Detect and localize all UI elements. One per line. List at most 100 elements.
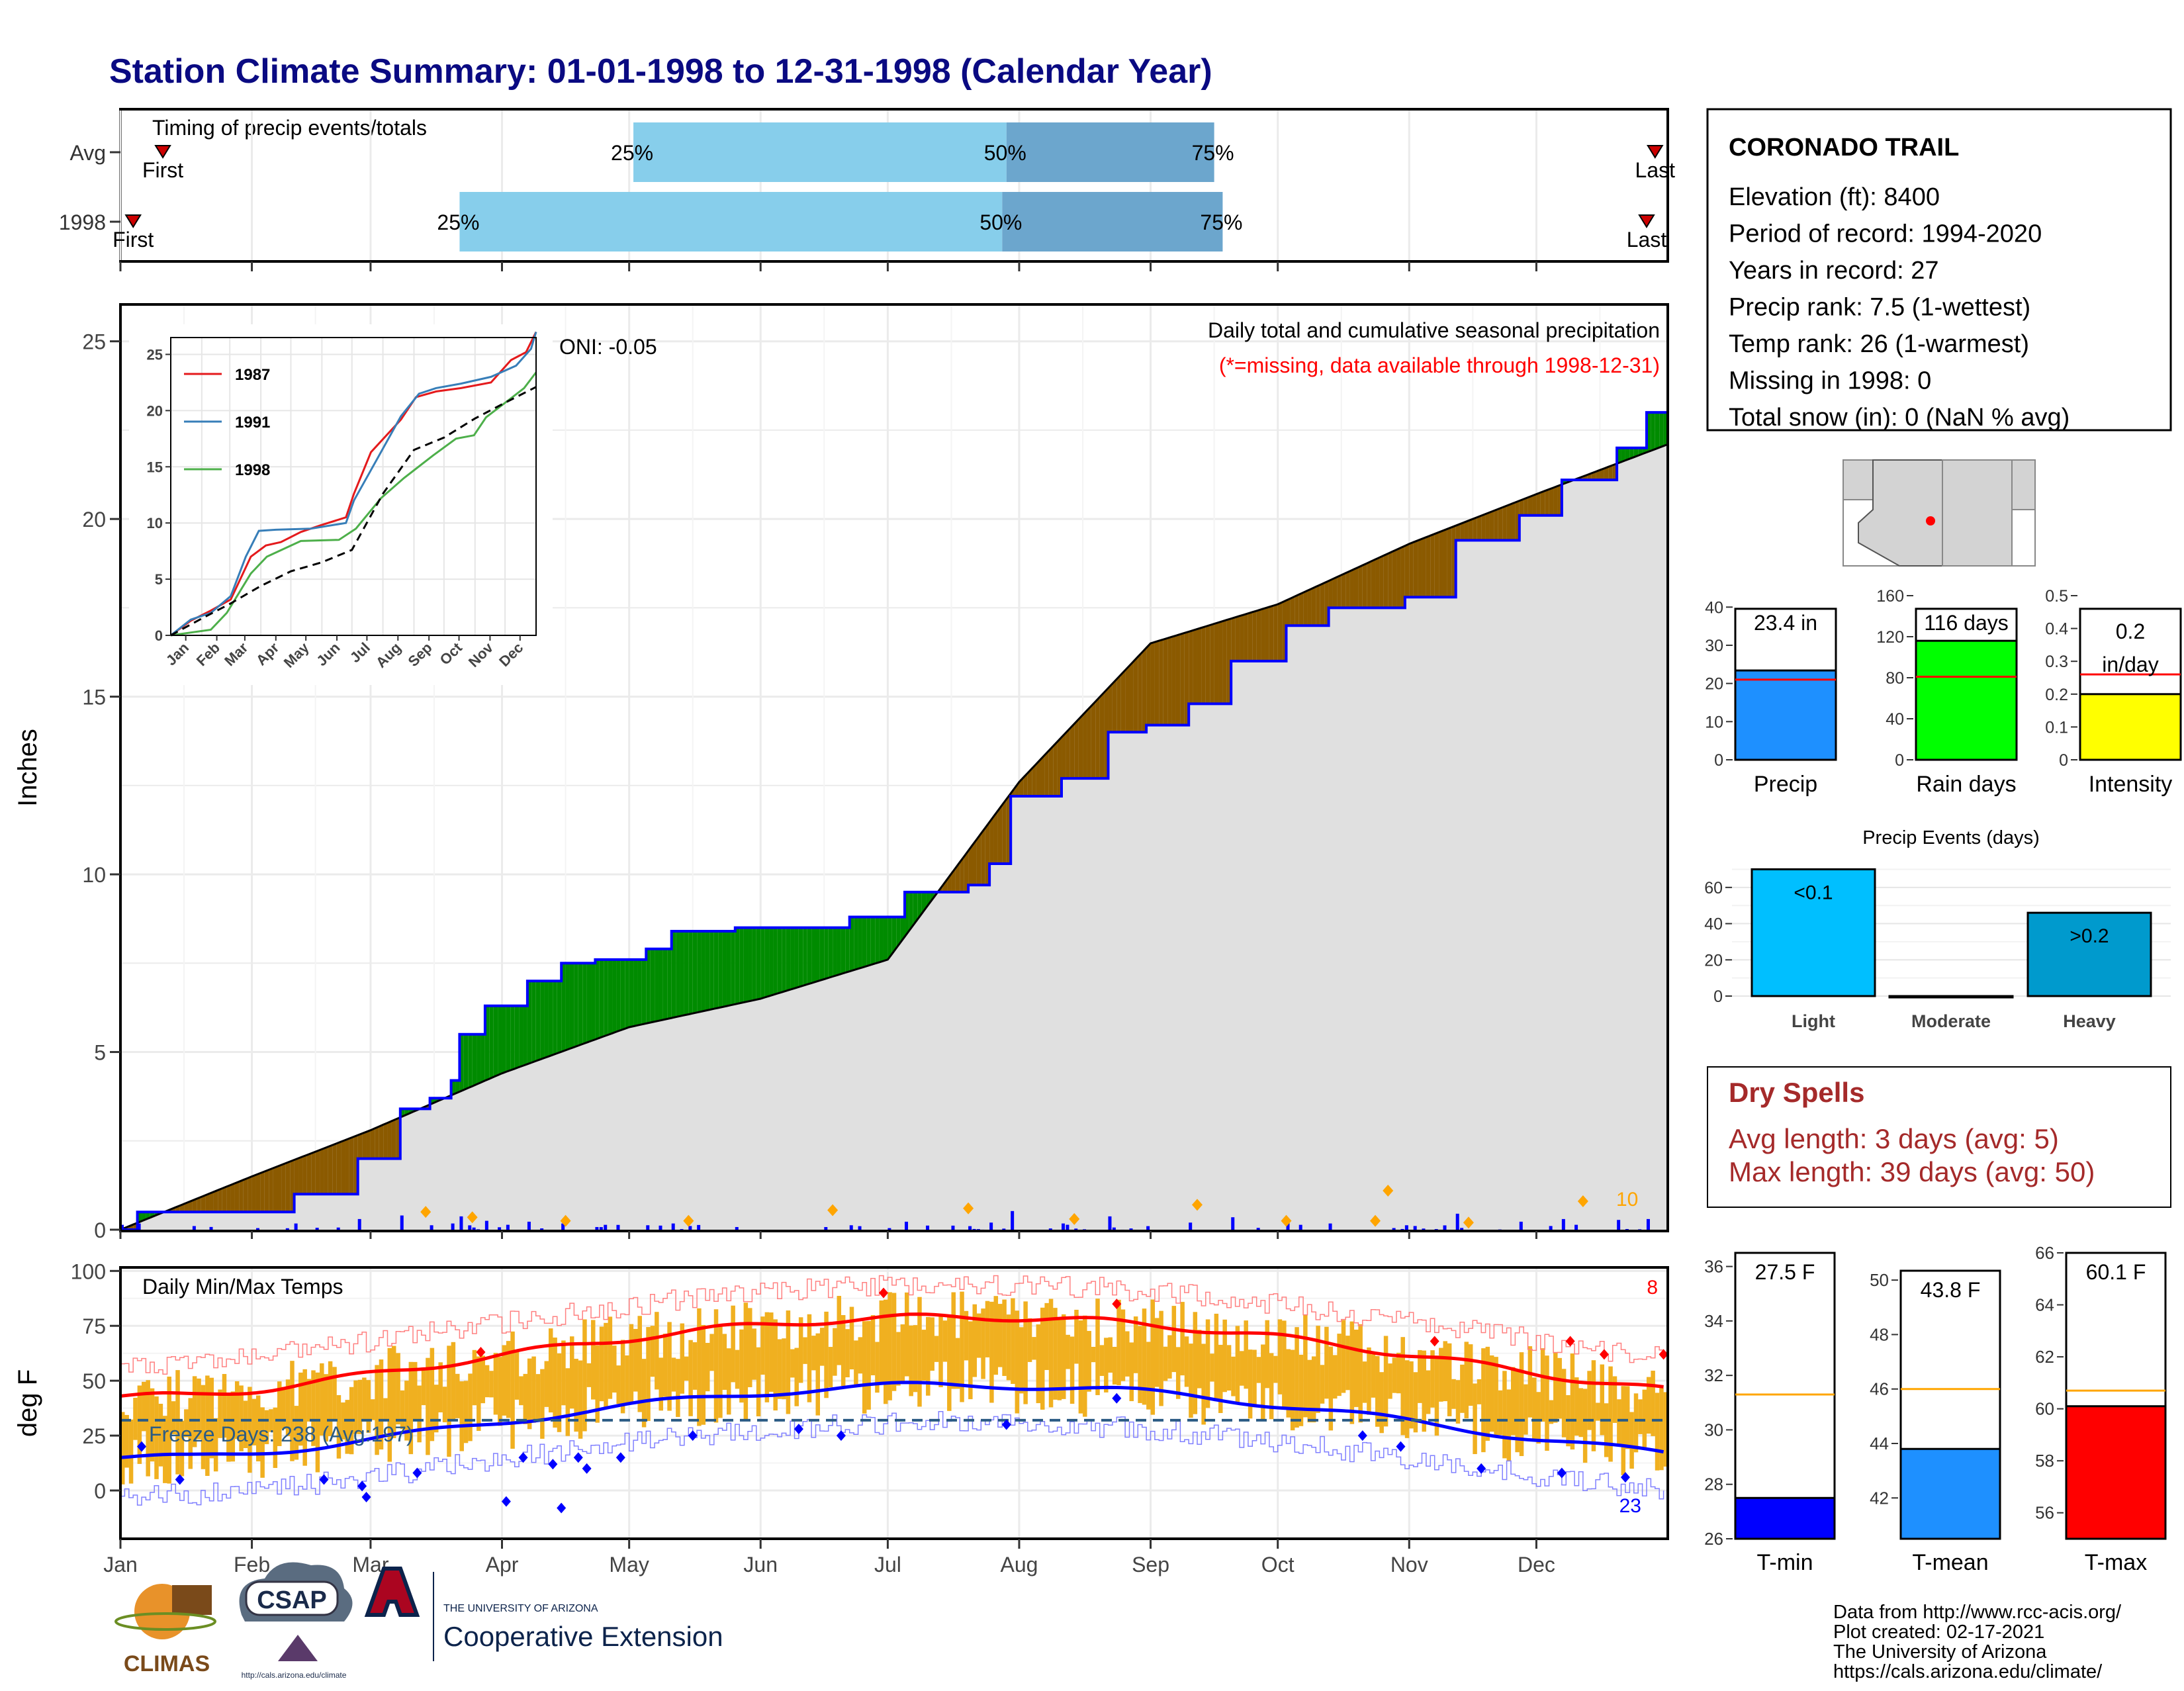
daily-precip-bar: [473, 1228, 476, 1230]
below-average-fill: [1231, 617, 1235, 661]
below-average-fill: [1392, 550, 1396, 608]
tempbar-y-tick-label: 56: [2035, 1503, 2054, 1523]
daily-temp-bar: [422, 1369, 426, 1405]
tempbar-y-tick-label: 32: [1704, 1365, 1723, 1385]
summary-y-tick-label: 0: [1895, 751, 1904, 770]
daily-temp-bar: [1218, 1345, 1223, 1413]
daily-temp-bar: [1342, 1320, 1346, 1393]
daily-temp-bar: [332, 1367, 337, 1419]
below-average-fill: [1316, 585, 1320, 626]
below-average-fill: [1465, 521, 1469, 541]
station-location-marker: [1926, 516, 1935, 526]
below-average-fill: [248, 1176, 251, 1212]
daily-temp-bar: [938, 1315, 943, 1387]
daily-precip-bar: [1062, 1224, 1065, 1230]
daily-temp-bar: [998, 1304, 1003, 1367]
below-average-fill: [1125, 666, 1129, 732]
below-average-fill: [1193, 629, 1197, 704]
below-average-fill: [1524, 498, 1527, 516]
tempbar-y-tick-label: 62: [2035, 1347, 2054, 1367]
daily-temp-bar: [1261, 1344, 1265, 1420]
daily-temp-bar: [1524, 1385, 1528, 1435]
daily-precip-bar: [477, 1229, 480, 1230]
above-average-fill: [739, 928, 743, 1003]
daily-temp-bar: [765, 1312, 770, 1402]
daily-temp-bar: [684, 1357, 689, 1381]
daily-temp-bar: [1151, 1299, 1156, 1414]
daily-temp-bar: [892, 1293, 897, 1391]
daily-precip-bar: [1574, 1225, 1578, 1230]
daily-precip-bar: [1422, 1228, 1425, 1230]
daily-temp-bar: [1091, 1347, 1096, 1362]
temp-y-tick-label: 50: [82, 1369, 106, 1393]
precip-y-tick-label: 10: [82, 863, 106, 887]
below-average-fill: [1053, 742, 1057, 796]
daily-temp-bar: [1583, 1389, 1588, 1463]
daily-precip-bar: [1189, 1222, 1192, 1230]
above-average-fill: [807, 928, 811, 985]
daily-precip-bar: [595, 1227, 598, 1230]
daily-precip-bar: [316, 1228, 319, 1230]
summary-y-tick-label: 0.3: [2045, 653, 2068, 671]
daily-temp-bar: [133, 1398, 138, 1440]
daily-temp-bar: [1375, 1356, 1380, 1427]
daily-temp-bar: [1011, 1299, 1015, 1384]
timing-q50-label: 50%: [979, 210, 1022, 234]
below-average-fill: [1291, 596, 1295, 625]
below-average-fill: [1222, 620, 1226, 704]
precip-y-tick-label: 20: [82, 508, 106, 531]
tempbar-name: T-max: [2085, 1550, 2147, 1575]
daily-temp-bar: [1176, 1347, 1181, 1398]
below-average-fill: [1108, 684, 1112, 732]
summary-y-tick-label: 40: [1886, 710, 1904, 729]
below-average-fill: [1002, 799, 1006, 864]
tempbar-y-tick-label: 42: [1870, 1488, 1889, 1508]
daily-precip-bar: [1625, 1229, 1629, 1230]
daily-temp-bar: [922, 1330, 927, 1381]
below-average-fill: [1511, 502, 1515, 540]
temp-y-tick-label: 0: [94, 1479, 106, 1503]
daily-precip-bar: [688, 1226, 692, 1230]
above-average-fill: [477, 1034, 480, 1085]
tempbar-y-tick-label: 48: [1870, 1324, 1889, 1344]
summary-y-tick-label: 40: [1705, 598, 1723, 617]
daily-temp-bar: [930, 1317, 934, 1371]
daily-temp-bar: [124, 1415, 129, 1468]
below-average-fill: [1155, 641, 1159, 725]
timing-q75-label: 75%: [1200, 210, 1242, 234]
daily-temp-bar: [1130, 1342, 1134, 1401]
precip-y-tick-label: 0: [94, 1218, 106, 1242]
daily-temp-bar: [1015, 1310, 1020, 1413]
daily-temp-bar: [1007, 1314, 1011, 1380]
below-average-fill: [1218, 621, 1222, 704]
daily-temp-bar: [1257, 1357, 1261, 1383]
daily-temp-bar: [1536, 1392, 1541, 1443]
daily-temp-bar: [434, 1385, 439, 1432]
daily-temp-bar: [951, 1293, 956, 1389]
timing-q75-label: 75%: [1192, 141, 1234, 165]
events-y-tick-label: 20: [1704, 951, 1723, 970]
above-average-fill: [727, 931, 731, 1006]
below-average-fill: [1074, 719, 1078, 778]
below-average-fill: [1342, 573, 1345, 608]
above-average-fill: [782, 928, 786, 993]
above-average-fill: [629, 960, 633, 1027]
daily-precip-bar: [1113, 1228, 1116, 1230]
daily-temp-bar: [1329, 1347, 1334, 1431]
below-average-fill: [1481, 514, 1485, 541]
below-average-fill: [1189, 630, 1193, 704]
daily-temp-bar: [1079, 1320, 1083, 1414]
above-average-fill: [786, 928, 790, 991]
temp-x-tick-label: Feb: [234, 1553, 270, 1577]
below-average-fill: [1134, 657, 1138, 732]
below-average-fill: [1116, 674, 1120, 732]
below-average-fill: [1180, 633, 1184, 725]
below-average-fill: [316, 1150, 320, 1195]
below-average-fill: [1460, 522, 1464, 540]
daily-precip-bar: [1562, 1219, 1565, 1230]
tempbar-y-tick-label: 34: [1704, 1311, 1723, 1331]
daily-temp-bar: [129, 1420, 134, 1484]
daily-temp-bar: [1324, 1327, 1329, 1399]
above-average-fill: [820, 928, 824, 981]
